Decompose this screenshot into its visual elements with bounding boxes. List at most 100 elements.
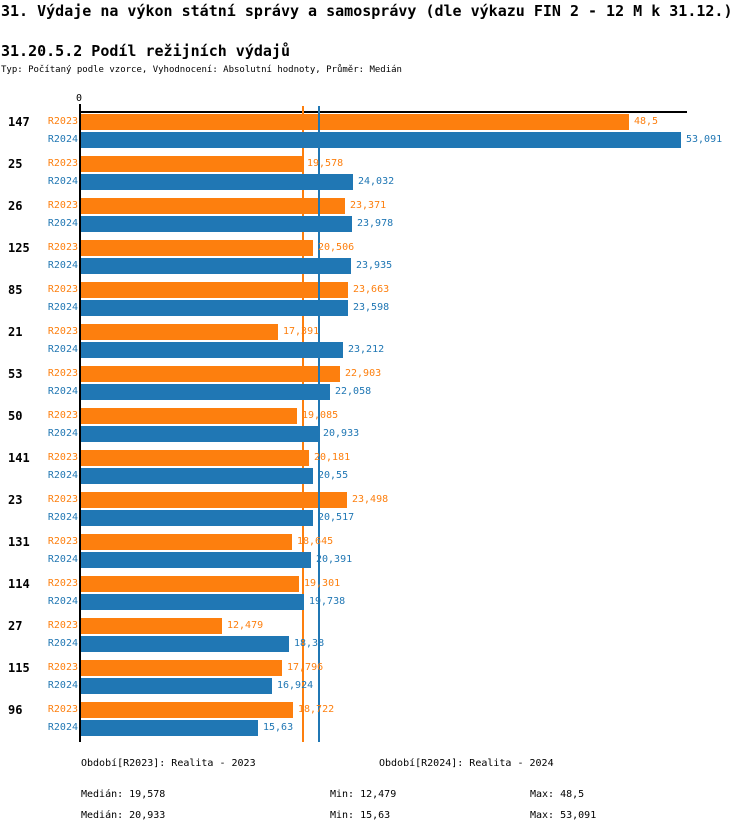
value-label-r2024: 23,935 [356, 260, 393, 271]
series-label-r2023: R2023 [47, 536, 78, 547]
value-label-r2023: 12,479 [227, 620, 264, 631]
series-label-r2024: R2024 [47, 470, 78, 481]
bar-r2024 [81, 720, 258, 736]
bar-r2023 [81, 492, 347, 508]
value-label-r2023: 18,722 [298, 704, 335, 715]
chart-subtitle: 31.20.5.2 Podíl režijních výdajů [1, 42, 290, 60]
category-label: 141 [8, 451, 30, 465]
series-label-r2024: R2024 [47, 260, 78, 271]
series-label-r2023: R2023 [47, 410, 78, 421]
bar-r2023 [81, 240, 313, 256]
series-label-r2023: R2023 [47, 284, 78, 295]
bar-r2023 [81, 198, 345, 214]
series-label-r2024: R2024 [47, 218, 78, 229]
value-label-r2024: 20,391 [316, 554, 353, 565]
series-label-r2024: R2024 [47, 512, 78, 523]
bar-r2023 [81, 282, 348, 298]
series-label-r2023: R2023 [47, 242, 78, 253]
value-label-r2024: 20,933 [323, 428, 360, 439]
stat-min-r2024: Min: 15,63 [330, 810, 391, 821]
bar-r2024 [81, 552, 311, 568]
bar-r2024 [81, 174, 353, 190]
category-label: 23 [8, 493, 23, 507]
value-label-r2024: 23,598 [353, 302, 390, 313]
legend-r2023: Období[R2023]: Realita - 2023 [81, 758, 256, 769]
category-label: 114 [8, 577, 30, 591]
series-label-r2024: R2024 [47, 344, 78, 355]
bar-r2024 [81, 258, 351, 274]
category-label: 26 [8, 199, 23, 213]
series-label-r2024: R2024 [47, 638, 78, 649]
category-label: 25 [8, 157, 23, 171]
bar-r2023 [81, 702, 293, 718]
series-label-r2023: R2023 [47, 662, 78, 673]
bar-r2023 [81, 114, 629, 130]
median-line-r2024 [318, 106, 320, 742]
category-label: 53 [8, 367, 23, 381]
value-label-r2023: 17,796 [287, 662, 324, 673]
value-label-r2024: 20,55 [318, 470, 349, 481]
bar-r2023 [81, 408, 297, 424]
category-label: 131 [8, 535, 30, 549]
chart-meta-line: Typ: Počítaný podle vzorce, Vyhodnocení:… [1, 65, 402, 75]
bar-r2024 [81, 510, 313, 526]
bar-r2024 [81, 384, 330, 400]
value-label-r2023: 20,506 [318, 242, 355, 253]
category-label: 27 [8, 619, 23, 633]
value-label-r2024: 18,38 [294, 638, 325, 649]
series-label-r2024: R2024 [47, 302, 78, 313]
axis-zero-label: 0 [75, 93, 83, 104]
category-label: 115 [8, 661, 30, 675]
bar-r2023 [81, 618, 222, 634]
value-label-r2023: 19,085 [302, 410, 339, 421]
series-label-r2024: R2024 [47, 680, 78, 691]
y-axis-line [79, 104, 81, 742]
value-label-r2024: 20,517 [318, 512, 355, 523]
series-label-r2023: R2023 [47, 116, 78, 127]
bar-r2024 [81, 468, 313, 484]
series-label-r2023: R2023 [47, 158, 78, 169]
series-label-r2023: R2023 [47, 620, 78, 631]
series-label-r2023: R2023 [47, 200, 78, 211]
stat-median-r2023: Medián: 19,578 [81, 789, 166, 800]
value-label-r2024: 15,63 [263, 722, 294, 733]
value-label-r2024: 16,924 [277, 680, 314, 691]
value-label-r2023: 23,371 [350, 200, 387, 211]
stat-max-r2023: Max: 48,5 [530, 789, 585, 800]
bar-r2024 [81, 636, 289, 652]
series-label-r2024: R2024 [47, 176, 78, 187]
category-label: 147 [8, 115, 30, 129]
series-label-r2024: R2024 [47, 386, 78, 397]
page-title: 31. Výdaje na výkon státní správy a samo… [1, 2, 733, 20]
series-label-r2023: R2023 [47, 326, 78, 337]
bar-r2023 [81, 660, 282, 676]
series-label-r2024: R2024 [47, 596, 78, 607]
bar-r2023 [81, 324, 278, 340]
value-label-r2023: 48,5 [634, 116, 659, 127]
value-label-r2023: 23,663 [353, 284, 390, 295]
series-label-r2023: R2023 [47, 704, 78, 715]
value-label-r2023: 18,645 [297, 536, 334, 547]
bar-r2024 [81, 132, 681, 148]
series-label-r2023: R2023 [47, 494, 78, 505]
value-label-r2023: 20,181 [314, 452, 351, 463]
bar-r2023 [81, 534, 292, 550]
bar-r2023 [81, 576, 299, 592]
stat-median-r2024: Medián: 20,933 [81, 810, 166, 821]
value-label-r2024: 19,738 [309, 596, 346, 607]
legend-r2024: Období[R2024]: Realita - 2024 [379, 758, 554, 769]
category-label: 21 [8, 325, 23, 339]
bar-r2024 [81, 594, 304, 610]
series-label-r2024: R2024 [47, 554, 78, 565]
bar-r2023 [81, 156, 302, 172]
value-label-r2023: 17,391 [283, 326, 320, 337]
category-label: 50 [8, 409, 23, 423]
bar-r2024 [81, 678, 272, 694]
series-label-r2023: R2023 [47, 578, 78, 589]
value-label-r2024: 23,212 [348, 344, 385, 355]
bar-r2023 [81, 366, 340, 382]
series-label-r2024: R2024 [47, 134, 78, 145]
bar-r2024 [81, 300, 348, 316]
value-label-r2023: 23,498 [352, 494, 389, 505]
value-label-r2024: 23,978 [357, 218, 394, 229]
